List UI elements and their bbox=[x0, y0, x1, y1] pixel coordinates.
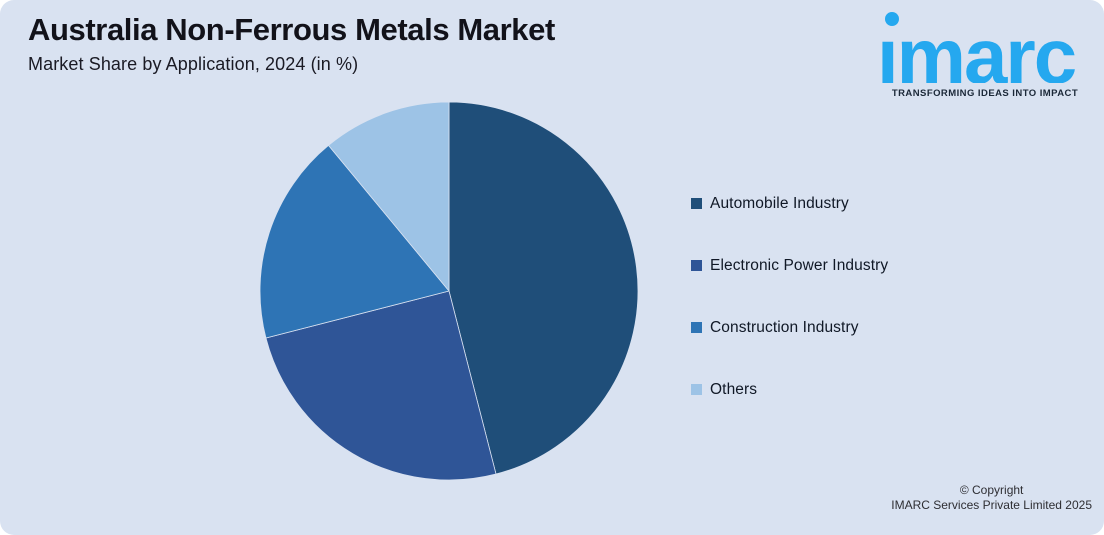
legend-marker-icon bbox=[691, 384, 702, 395]
legend-label: Electronic Power Industry bbox=[710, 256, 889, 274]
legend-label: Construction Industry bbox=[710, 318, 859, 336]
legend-item-automobile: Automobile Industry bbox=[691, 195, 888, 212]
page-title: Australia Non-Ferrous Metals Market bbox=[28, 12, 555, 47]
legend-item-electronic-power: Electronic Power Industry bbox=[691, 257, 888, 274]
logo-wordmark: imarc bbox=[877, 39, 1077, 83]
copyright-line2: IMARC Services Private Limited 2025 bbox=[891, 498, 1092, 512]
legend-label: Others bbox=[710, 380, 758, 398]
logo-tagline: TRANSFORMING IDEAS INTO IMPACT bbox=[891, 88, 1079, 99]
legend-marker-icon bbox=[691, 260, 702, 271]
pie-svg bbox=[259, 101, 639, 481]
page-subtitle: Market Share by Application, 2024 (in %) bbox=[28, 54, 359, 74]
pie-slice-electronic-power-industry bbox=[265, 290, 497, 481]
copyright-line1: © Copyright bbox=[959, 483, 1024, 497]
logo-wordmark-clip: imarc bbox=[877, 39, 1093, 83]
legend-marker-icon bbox=[691, 198, 702, 209]
pie-slice-automobile-industry bbox=[448, 101, 639, 475]
chart-legend: Automobile Industry Electronic Power Ind… bbox=[691, 195, 888, 443]
copyright-notice: © Copyright IMARC Services Private Limit… bbox=[891, 483, 1092, 513]
legend-label: Automobile Industry bbox=[710, 194, 849, 212]
logo-dot-icon bbox=[885, 12, 899, 26]
legend-item-construction: Construction Industry bbox=[691, 319, 888, 336]
legend-item-others: Others bbox=[691, 381, 888, 398]
pie-slice-construction-industry bbox=[259, 144, 450, 339]
legend-marker-icon bbox=[691, 322, 702, 333]
imarc-logo: imarc TRANSFORMING IDEAS INTO IMPACT bbox=[877, 10, 1093, 99]
pie-slice-others bbox=[327, 101, 450, 293]
pie-chart bbox=[249, 91, 649, 491]
